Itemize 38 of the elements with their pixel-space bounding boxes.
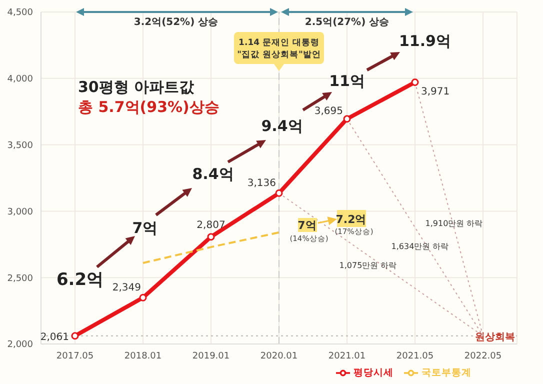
y-tick-label: 3,500: [7, 140, 34, 151]
data-label: 2,061: [40, 332, 69, 343]
annotation: 6.2억: [56, 270, 104, 290]
y-tick-label: 4,500: [7, 8, 34, 18]
legend-label: 국토부통계: [422, 368, 472, 379]
annotation: 1,910만원 하락: [425, 219, 483, 228]
annotation: 1.14 문재인 대통령: [238, 38, 320, 48]
x-tick-label: 2018.01: [124, 351, 162, 362]
x-tick-label: 2022.05: [464, 351, 502, 362]
annotation: 1,634만원 하락: [391, 242, 449, 251]
legend-label: 평당시세: [354, 368, 394, 379]
x-tick-label: 2017.05: [56, 351, 94, 362]
annotation: 30평형 아파트값: [78, 78, 196, 96]
annotation: "집값 원상회복"발언: [237, 50, 321, 60]
annotation: 7.2억: [336, 213, 366, 226]
ref-line-label: 원상회복: [475, 332, 515, 343]
annotation: 3.2억(52%) 상승: [134, 17, 218, 28]
x-tick-label: 2019.01: [192, 351, 230, 362]
annotation: 1,075만원 하락: [339, 261, 397, 270]
data-label: 3,695: [314, 106, 343, 117]
y-tick-label: 2,500: [7, 274, 34, 284]
annotation: 2.5억(27%) 상승: [304, 17, 390, 28]
y-tick-label: 2,000: [7, 340, 34, 350]
y-tick-label: 3,000: [7, 207, 34, 218]
annotation: 총 5.7억(93%)상승: [78, 98, 220, 116]
data-label: 3,136: [247, 178, 276, 190]
annotation: 11억: [329, 72, 365, 90]
data-label: 3,971: [421, 86, 450, 98]
data-label: 2,807: [196, 220, 226, 231]
x-tick-label: 2020.01: [260, 351, 298, 362]
data-label: 2,349: [112, 282, 141, 294]
annotation: 9.4억: [261, 117, 303, 135]
y-tick-label: 4,000: [7, 74, 34, 85]
x-tick-label: 2021.05: [396, 351, 434, 362]
x-tick-label: 2021.01: [328, 351, 366, 362]
annotation: 8.4억: [192, 165, 234, 183]
annotation: 7억: [132, 219, 158, 237]
annotation: 11.9억: [398, 32, 452, 50]
